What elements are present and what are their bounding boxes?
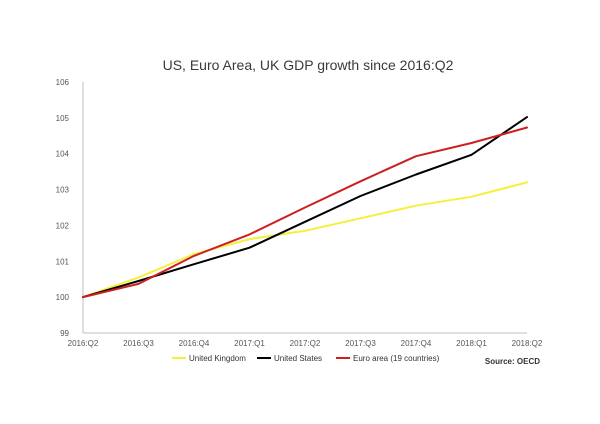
y-tick-labels: 99 100 101 102 103 104 105 106: [56, 78, 70, 338]
y-tick-label: 101: [56, 257, 70, 266]
legend-item-united-states: United States: [257, 354, 322, 363]
series-line-united-kingdom: [82, 181, 528, 299]
legend-label: United Kingdom: [189, 354, 246, 363]
x-tick-label: 2018:Q1: [456, 339, 487, 348]
legend-item-euro-area-19-countries: Euro area (19 countries): [336, 354, 440, 363]
y-tick-label: 104: [56, 150, 70, 159]
x-tick-label: 2018:Q2: [512, 339, 543, 348]
chart-title: US, Euro Area, UK GDP growth since 2016:…: [163, 57, 454, 73]
x-tick-label: 2016:Q2: [68, 339, 99, 348]
legend: United Kingdom United States Euro area (19…: [172, 354, 440, 363]
legend-label: United States: [274, 354, 322, 363]
y-tick-label: 102: [56, 221, 70, 230]
series-lines: [82, 116, 528, 299]
y-tick-label: 106: [56, 78, 70, 87]
x-tick-label: 2017:Q3: [345, 339, 376, 348]
y-tick-label: 100: [56, 293, 70, 302]
x-tick-labels: 2016:Q2 2016:Q3 2016:Q4 2017:Q1 2017:Q2 2017:…: [68, 339, 543, 348]
x-tick-label: 2016:Q3: [123, 339, 154, 348]
source-note: Source: OECD: [485, 357, 540, 366]
y-tick-label: 105: [56, 114, 70, 123]
y-tick-label: 99: [60, 329, 69, 338]
legend-item-united-kingdom: United Kingdom: [172, 354, 246, 363]
x-tick-label: 2017:Q2: [290, 339, 321, 348]
y-tick-label: 103: [56, 186, 70, 195]
legend-label: Euro area (19 countries): [353, 354, 440, 363]
x-tick-label: 2017:Q1: [234, 339, 265, 348]
x-tick-label: 2016:Q4: [179, 339, 210, 348]
x-tick-label: 2017:Q4: [401, 339, 432, 348]
series-line-euro-area-19-countries: [82, 126, 528, 299]
